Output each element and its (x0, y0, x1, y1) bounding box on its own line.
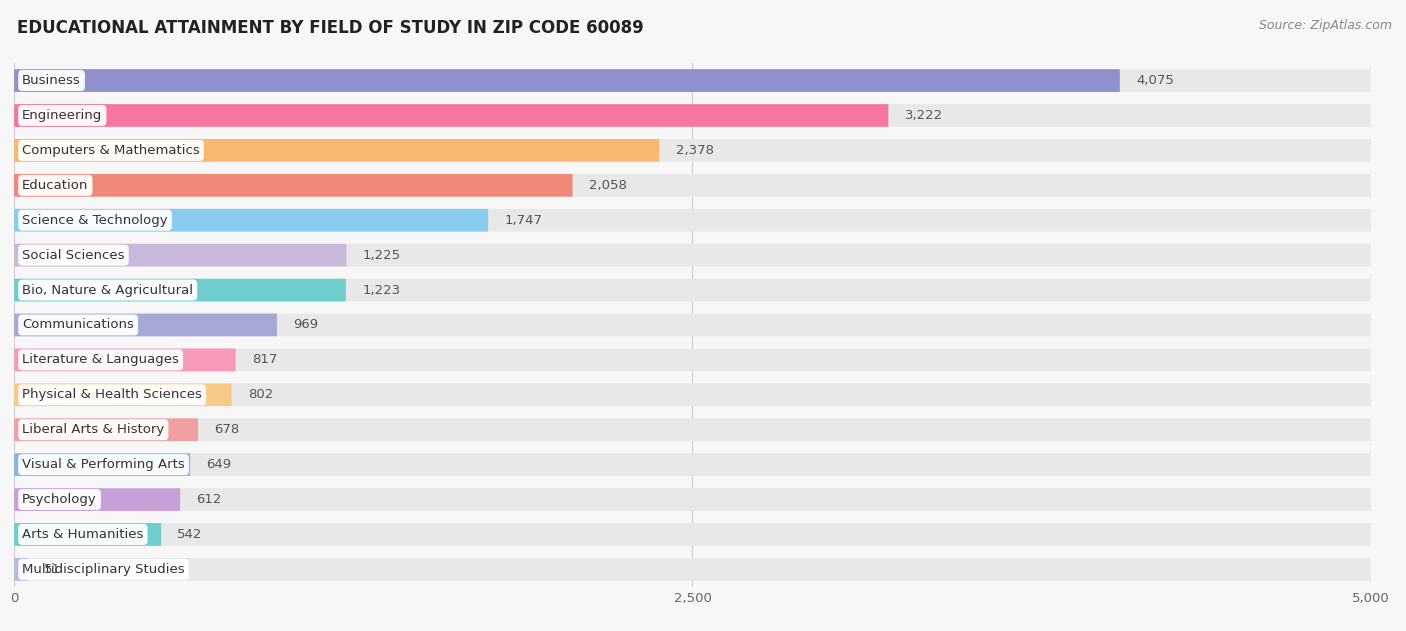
FancyBboxPatch shape (14, 104, 1371, 127)
Text: Arts & Humanities: Arts & Humanities (22, 528, 143, 541)
FancyBboxPatch shape (14, 244, 346, 266)
FancyBboxPatch shape (14, 314, 277, 336)
Text: 678: 678 (214, 423, 239, 436)
FancyBboxPatch shape (14, 279, 1371, 302)
Text: Communications: Communications (22, 319, 134, 331)
Text: 969: 969 (294, 319, 318, 331)
FancyBboxPatch shape (14, 384, 1371, 406)
Text: Business: Business (22, 74, 82, 87)
Text: 1,225: 1,225 (363, 249, 401, 262)
Text: Physical & Health Sciences: Physical & Health Sciences (22, 388, 202, 401)
FancyBboxPatch shape (14, 69, 1371, 92)
FancyBboxPatch shape (14, 314, 1371, 336)
Text: Social Sciences: Social Sciences (22, 249, 125, 262)
Text: 649: 649 (207, 458, 232, 471)
Text: 612: 612 (197, 493, 222, 506)
Text: Bio, Nature & Agricultural: Bio, Nature & Agricultural (22, 283, 193, 297)
FancyBboxPatch shape (14, 209, 488, 232)
FancyBboxPatch shape (14, 453, 190, 476)
FancyBboxPatch shape (14, 488, 1371, 511)
Text: 4,075: 4,075 (1136, 74, 1174, 87)
FancyBboxPatch shape (14, 348, 1371, 371)
Text: 817: 817 (252, 353, 277, 367)
Text: Source: ZipAtlas.com: Source: ZipAtlas.com (1258, 19, 1392, 32)
Text: 2,058: 2,058 (589, 179, 627, 192)
Text: Multidisciplinary Studies: Multidisciplinary Studies (22, 563, 184, 576)
Text: Literature & Languages: Literature & Languages (22, 353, 179, 367)
Text: Visual & Performing Arts: Visual & Performing Arts (22, 458, 186, 471)
Text: 802: 802 (247, 388, 273, 401)
Text: EDUCATIONAL ATTAINMENT BY FIELD OF STUDY IN ZIP CODE 60089: EDUCATIONAL ATTAINMENT BY FIELD OF STUDY… (17, 19, 644, 37)
Text: Engineering: Engineering (22, 109, 103, 122)
FancyBboxPatch shape (14, 453, 1371, 476)
Text: 3,222: 3,222 (904, 109, 943, 122)
Text: 1,223: 1,223 (363, 283, 401, 297)
FancyBboxPatch shape (14, 279, 346, 302)
Text: 2,378: 2,378 (676, 144, 714, 157)
FancyBboxPatch shape (14, 348, 236, 371)
FancyBboxPatch shape (14, 523, 1371, 546)
Text: Liberal Arts & History: Liberal Arts & History (22, 423, 165, 436)
Text: Psychology: Psychology (22, 493, 97, 506)
Text: 542: 542 (177, 528, 202, 541)
FancyBboxPatch shape (14, 139, 659, 162)
FancyBboxPatch shape (14, 104, 889, 127)
FancyBboxPatch shape (14, 174, 572, 197)
Text: Computers & Mathematics: Computers & Mathematics (22, 144, 200, 157)
FancyBboxPatch shape (14, 418, 198, 441)
FancyBboxPatch shape (14, 523, 162, 546)
FancyBboxPatch shape (14, 139, 1371, 162)
FancyBboxPatch shape (14, 488, 180, 511)
FancyBboxPatch shape (14, 69, 1119, 92)
Text: 51: 51 (44, 563, 62, 576)
FancyBboxPatch shape (14, 174, 1371, 197)
Text: 1,747: 1,747 (505, 214, 543, 227)
Text: Education: Education (22, 179, 89, 192)
Text: Science & Technology: Science & Technology (22, 214, 167, 227)
FancyBboxPatch shape (14, 244, 1371, 266)
FancyBboxPatch shape (14, 209, 1371, 232)
FancyBboxPatch shape (14, 418, 1371, 441)
FancyBboxPatch shape (14, 384, 232, 406)
FancyBboxPatch shape (14, 558, 28, 581)
FancyBboxPatch shape (14, 558, 1371, 581)
